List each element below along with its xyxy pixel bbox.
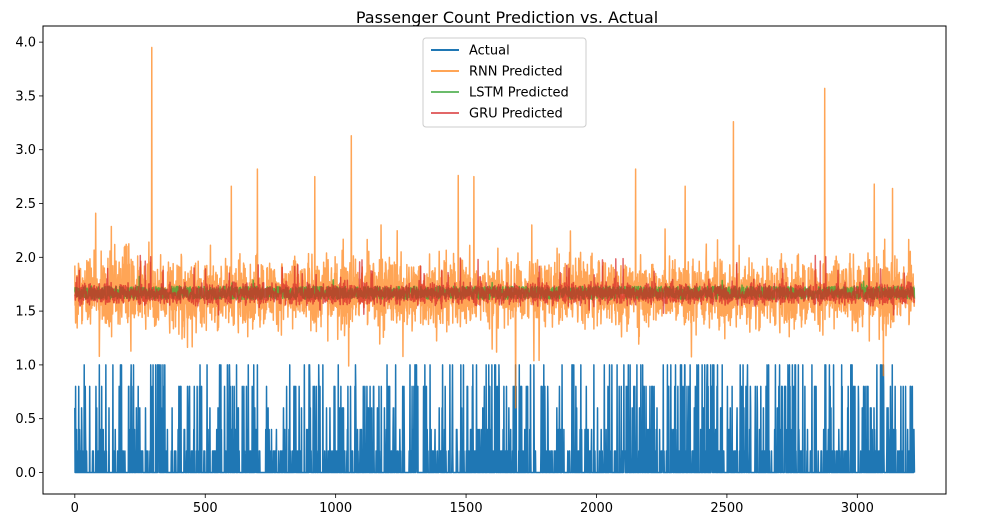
x-tick-label: 3000 [841, 501, 874, 516]
y-tick-label: 0.0 [15, 466, 36, 481]
legend: Actual RNN Predicted LSTM Predicted GRU Pre… [422, 37, 587, 128]
x-tick-label: 1500 [450, 501, 483, 516]
y-tick-label: 3.0 [15, 143, 36, 158]
legend-label: RNN Predicted [469, 65, 563, 80]
y-tick-label: 4.0 [15, 36, 36, 51]
x-tick-label: 500 [193, 501, 218, 516]
series-line-gru [74, 254, 915, 316]
y-axis: 0.0 0.5 1.0 1.5 2.0 2.5 3.0 3.5 4.0 [15, 36, 43, 481]
plot-frame [42, 25, 947, 495]
plot-area [74, 46, 916, 474]
y-tick-label: 1.0 [15, 358, 36, 373]
series-line-actual [74, 364, 916, 474]
x-tick-label: 0 [71, 501, 79, 516]
y-tick-label: 2.5 [15, 197, 36, 212]
x-tick-label: 2500 [710, 501, 743, 516]
legend-label: GRU Predicted [469, 107, 563, 122]
legend-box [422, 37, 587, 128]
legend-label: LSTM Predicted [469, 86, 569, 101]
y-tick-label: 0.5 [15, 412, 36, 427]
y-tick-label: 2.0 [15, 251, 36, 266]
x-axis: 0 500 1000 1500 2000 2500 3000 [71, 494, 874, 516]
chart-title: Passenger Count Prediction vs. Actual [356, 8, 658, 27]
y-tick-label: 1.5 [15, 305, 36, 320]
legend-label: Actual [469, 44, 510, 59]
y-tick-label: 3.5 [15, 89, 36, 104]
x-tick-label: 1000 [319, 501, 352, 516]
x-tick-label: 2000 [580, 501, 613, 516]
